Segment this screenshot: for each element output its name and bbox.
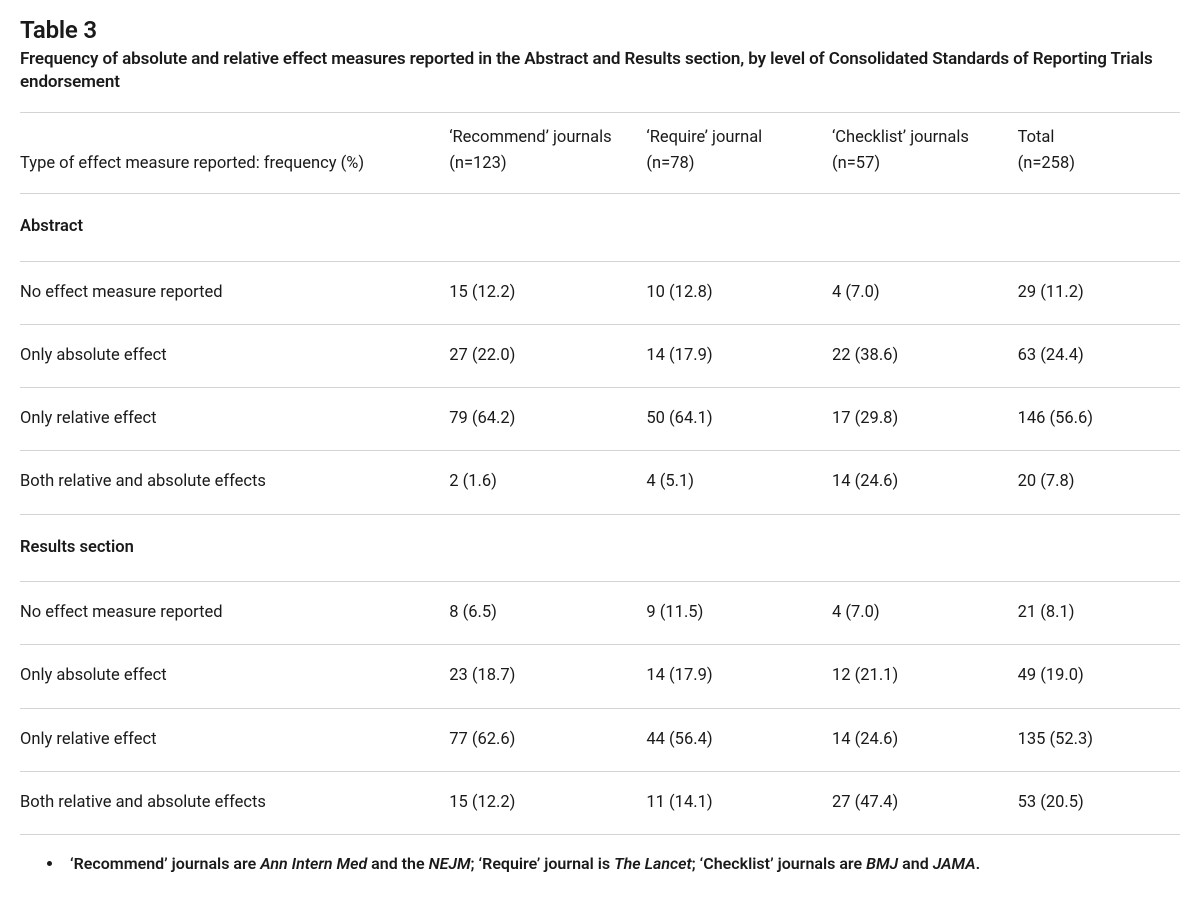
cell-value: 12 (21.1) — [832, 645, 1018, 708]
cell-value: 135 (52.3) — [1018, 708, 1180, 771]
cell-value: 10 (12.8) — [646, 261, 832, 324]
cell-value: 11 (14.1) — [646, 771, 832, 834]
cell-value: 9 (11.5) — [646, 582, 832, 645]
row-label: Both relative and absolute effects — [20, 771, 449, 834]
col-header-line2: (n=78) — [646, 153, 824, 175]
cell-value: 4 (7.0) — [832, 582, 1018, 645]
cell-value: 50 (64.1) — [646, 388, 832, 451]
cell-value: 146 (56.6) — [1018, 388, 1180, 451]
cell-value: 77 (62.6) — [449, 708, 646, 771]
cell-value: 2 (1.6) — [449, 451, 646, 514]
journal-name: The Lancet — [614, 854, 692, 873]
table-header-row: Type of effect measure reported: frequen… — [20, 112, 1180, 194]
col-header-line2: (n=57) — [832, 153, 1010, 175]
cell-value: 14 (17.9) — [646, 645, 832, 708]
col-header-line1: Total — [1018, 127, 1172, 149]
footnote-text: . — [976, 854, 981, 873]
cell-value: 17 (29.8) — [832, 388, 1018, 451]
cell-value: 53 (20.5) — [1018, 771, 1180, 834]
table-row: Only relative effect79 (64.2)50 (64.1)17… — [20, 388, 1180, 451]
cell-value: 63 (24.4) — [1018, 324, 1180, 387]
col-header-checklist: ‘Checklist’ journals (n=57) — [832, 112, 1018, 194]
journal-name: BMJ — [866, 854, 898, 873]
cell-value: 27 (47.4) — [832, 771, 1018, 834]
row-label: Only relative effect — [20, 388, 449, 451]
section-heading: Results section — [20, 514, 1180, 581]
cell-value: 49 (19.0) — [1018, 645, 1180, 708]
section-heading-row: Results section — [20, 514, 1180, 581]
cell-value: 22 (38.6) — [832, 324, 1018, 387]
cell-value: 27 (22.0) — [449, 324, 646, 387]
cell-value: 14 (24.6) — [832, 708, 1018, 771]
footnote-item: ‘Recommend’ journals are Ann Intern Med … — [64, 853, 1180, 875]
table-footnote: ‘Recommend’ journals are Ann Intern Med … — [20, 853, 1180, 875]
section-heading-row: Abstract — [20, 194, 1180, 261]
col-header-total: Total (n=258) — [1018, 112, 1180, 194]
col-header-line1: ‘Require’ journal — [646, 127, 824, 149]
footnote-text: ; ‘Checklist’ journals are — [692, 854, 866, 873]
cell-value: 4 (7.0) — [832, 261, 1018, 324]
table-row: No effect measure reported8 (6.5)9 (11.5… — [20, 582, 1180, 645]
col-header-recommend: ‘Recommend’ journals (n=123) — [449, 112, 646, 194]
col-header-line2: (n=258) — [1018, 153, 1172, 175]
row-header-label: Type of effect measure reported: frequen… — [20, 112, 449, 194]
cell-value: 15 (12.2) — [449, 261, 646, 324]
cell-value: 21 (8.1) — [1018, 582, 1180, 645]
footnote-text: and — [898, 854, 933, 873]
cell-value: 20 (7.8) — [1018, 451, 1180, 514]
col-header-require: ‘Require’ journal (n=78) — [646, 112, 832, 194]
cell-value: 79 (64.2) — [449, 388, 646, 451]
footnote-text: ; ‘Require’ journal is — [471, 854, 615, 873]
data-table: Type of effect measure reported: frequen… — [20, 112, 1180, 835]
row-label: No effect measure reported — [20, 582, 449, 645]
journal-name: NEJM — [429, 854, 471, 873]
row-label: Both relative and absolute effects — [20, 451, 449, 514]
table-title: Table 3 — [20, 16, 1180, 44]
cell-value: 15 (12.2) — [449, 771, 646, 834]
cell-value: 29 (11.2) — [1018, 261, 1180, 324]
cell-value: 14 (24.6) — [832, 451, 1018, 514]
cell-value: 14 (17.9) — [646, 324, 832, 387]
table-body: AbstractNo effect measure reported15 (12… — [20, 194, 1180, 835]
cell-value: 23 (18.7) — [449, 645, 646, 708]
col-header-line2: (n=123) — [449, 153, 638, 175]
table-row: Both relative and absolute effects15 (12… — [20, 771, 1180, 834]
footnote-text: ‘Recommend’ journals are — [70, 854, 260, 873]
col-header-line1: ‘Checklist’ journals — [832, 127, 1010, 149]
journal-name: Ann Intern Med — [260, 854, 367, 873]
table-row: Only relative effect77 (62.6)44 (56.4)14… — [20, 708, 1180, 771]
section-heading: Abstract — [20, 194, 1180, 261]
cell-value: 4 (5.1) — [646, 451, 832, 514]
col-header-line1: ‘Recommend’ journals — [449, 127, 638, 149]
journal-name: JAMA — [933, 854, 976, 873]
table-caption: Frequency of absolute and relative effec… — [20, 48, 1180, 94]
row-label: Only relative effect — [20, 708, 449, 771]
table-row: No effect measure reported15 (12.2)10 (1… — [20, 261, 1180, 324]
table-container: Table 3 Frequency of absolute and relati… — [0, 0, 1200, 899]
cell-value: 8 (6.5) — [449, 582, 646, 645]
row-label: No effect measure reported — [20, 261, 449, 324]
footnote-text: and the — [367, 854, 428, 873]
table-row: Only absolute effect27 (22.0)14 (17.9)22… — [20, 324, 1180, 387]
row-label: Only absolute effect — [20, 324, 449, 387]
row-label: Only absolute effect — [20, 645, 449, 708]
table-row: Both relative and absolute effects2 (1.6… — [20, 451, 1180, 514]
table-row: Only absolute effect23 (18.7)14 (17.9)12… — [20, 645, 1180, 708]
cell-value: 44 (56.4) — [646, 708, 832, 771]
